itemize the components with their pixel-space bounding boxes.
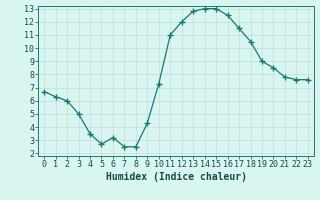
X-axis label: Humidex (Indice chaleur): Humidex (Indice chaleur) [106,172,246,182]
